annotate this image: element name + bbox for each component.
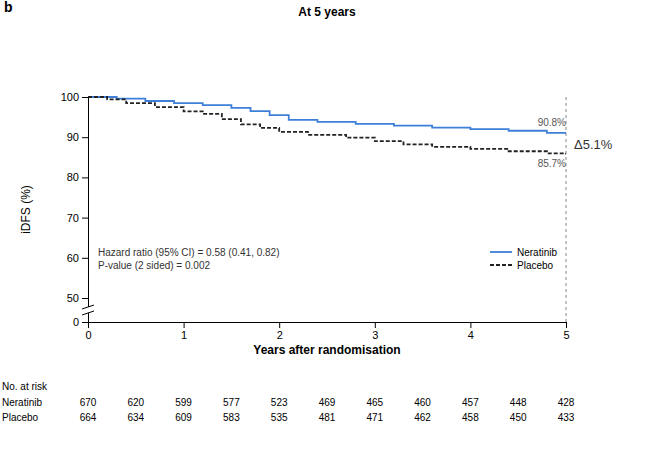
risk-count: 465: [366, 397, 383, 408]
panel-label: b: [4, 0, 13, 15]
p-value-text: P-value (2 sided) = 0.002: [98, 260, 210, 271]
survival-line: [88, 97, 566, 134]
x-tick: 1: [181, 322, 187, 341]
y-tick: 90: [67, 131, 88, 143]
y-tick-mark: [82, 177, 88, 178]
risk-count: 462: [414, 412, 431, 423]
x-tick-label: 5: [563, 329, 569, 341]
plot-area: [88, 97, 566, 154]
y-tick-mark: [82, 218, 88, 219]
x-axis-title: Years after randomisation: [253, 343, 400, 357]
hazard-ratio-text: Hazard ratio (95% CI) = 0.58 (0.41, 0.82…: [98, 247, 279, 258]
legend: Neratinib Placebo: [490, 247, 557, 271]
x-tick-label: 0: [85, 329, 91, 341]
x-tick-label: 3: [372, 329, 378, 341]
risk-row-label: Neratinib: [2, 397, 42, 408]
x-tick-mark: [375, 322, 376, 328]
risk-count: 471: [366, 412, 383, 423]
risk-row-label: Placebo: [2, 412, 39, 423]
y-tick: 0: [73, 316, 88, 328]
risk-count: 577: [223, 397, 240, 408]
chart: b At 5 years 0 50 60 70 80 90 100 0 1 2 3 4 5 iDFS (%) Y…: [0, 0, 663, 457]
y-tick-label: 100: [61, 91, 79, 103]
y-tick-label: 0: [73, 316, 79, 328]
x-tick-mark: [566, 322, 567, 328]
y-tick-label: 50: [67, 292, 79, 304]
x-axis-line: [89, 322, 567, 323]
y-tick: 60: [67, 252, 88, 264]
x-tick: 0: [85, 322, 91, 341]
risk-count: 583: [223, 412, 240, 423]
risk-count: 620: [127, 397, 144, 408]
legend-swatch: [490, 251, 512, 253]
end-value-label: 85.7%: [538, 158, 566, 169]
risk-count: 458: [462, 412, 479, 423]
risk-count: 599: [175, 397, 192, 408]
x-tick-mark: [184, 322, 185, 328]
survival-line: [88, 97, 566, 154]
end-value-label: 90.8%: [538, 117, 566, 128]
x-axis: 0 1 2 3 4 5: [85, 322, 569, 341]
risk-table: No. at risk Neratinib 670 620 599 577 523 469 46…: [2, 381, 575, 423]
risk-count: 428: [558, 397, 575, 408]
x-tick-mark: [470, 322, 471, 328]
y-tick-label: 90: [67, 131, 79, 143]
legend-label: Neratinib: [517, 247, 557, 258]
y-tick: 50: [67, 292, 88, 304]
y-tick: 100: [61, 91, 88, 103]
risk-count: 448: [510, 397, 527, 408]
risk-count: 450: [510, 412, 527, 423]
risk-count: 535: [271, 412, 288, 423]
y-tick-label: 80: [67, 171, 79, 183]
risk-count: 670: [80, 397, 97, 408]
axis-break-mark: [82, 311, 94, 315]
x-tick-label: 4: [468, 329, 474, 341]
risk-count: 634: [127, 412, 144, 423]
risk-count: 609: [175, 412, 192, 423]
axis-break-mark: [82, 305, 94, 309]
y-tick-mark: [82, 258, 88, 259]
y-tick-mark: [82, 137, 88, 138]
legend-swatch: [490, 264, 512, 266]
y-tick: 80: [67, 171, 88, 183]
risk-table-title: No. at risk: [2, 381, 48, 392]
end-reference-line: [566, 97, 567, 322]
y-tick-mark: [82, 97, 88, 98]
x-tick-mark: [279, 322, 280, 328]
x-tick-label: 2: [277, 329, 283, 341]
y-tick-label: 70: [67, 212, 79, 224]
x-tick: 3: [372, 322, 378, 341]
risk-count: 457: [462, 397, 479, 408]
risk-count: 460: [414, 397, 431, 408]
x-tick-mark: [88, 322, 89, 328]
x-tick: 5: [563, 322, 569, 341]
y-axis-title: iDFS (%): [19, 185, 33, 234]
x-tick: 4: [468, 322, 474, 341]
risk-count: 469: [319, 397, 336, 408]
y-axis: 0 50 60 70 80 90 100: [61, 91, 89, 328]
difference-label: Δ5.1%: [574, 137, 613, 152]
y-axis-line: [88, 98, 89, 323]
y-tick-label: 60: [67, 252, 79, 264]
legend-label: Placebo: [517, 260, 554, 271]
y-tick: 70: [67, 212, 88, 224]
y-tick-mark: [82, 322, 88, 323]
risk-count: 481: [319, 412, 336, 423]
risk-count: 523: [271, 397, 288, 408]
y-tick-mark: [82, 298, 88, 299]
x-tick: 2: [277, 322, 283, 341]
risk-count: 664: [80, 412, 97, 423]
title: At 5 years: [298, 5, 356, 19]
risk-count: 433: [558, 412, 575, 423]
x-tick-label: 1: [181, 329, 187, 341]
